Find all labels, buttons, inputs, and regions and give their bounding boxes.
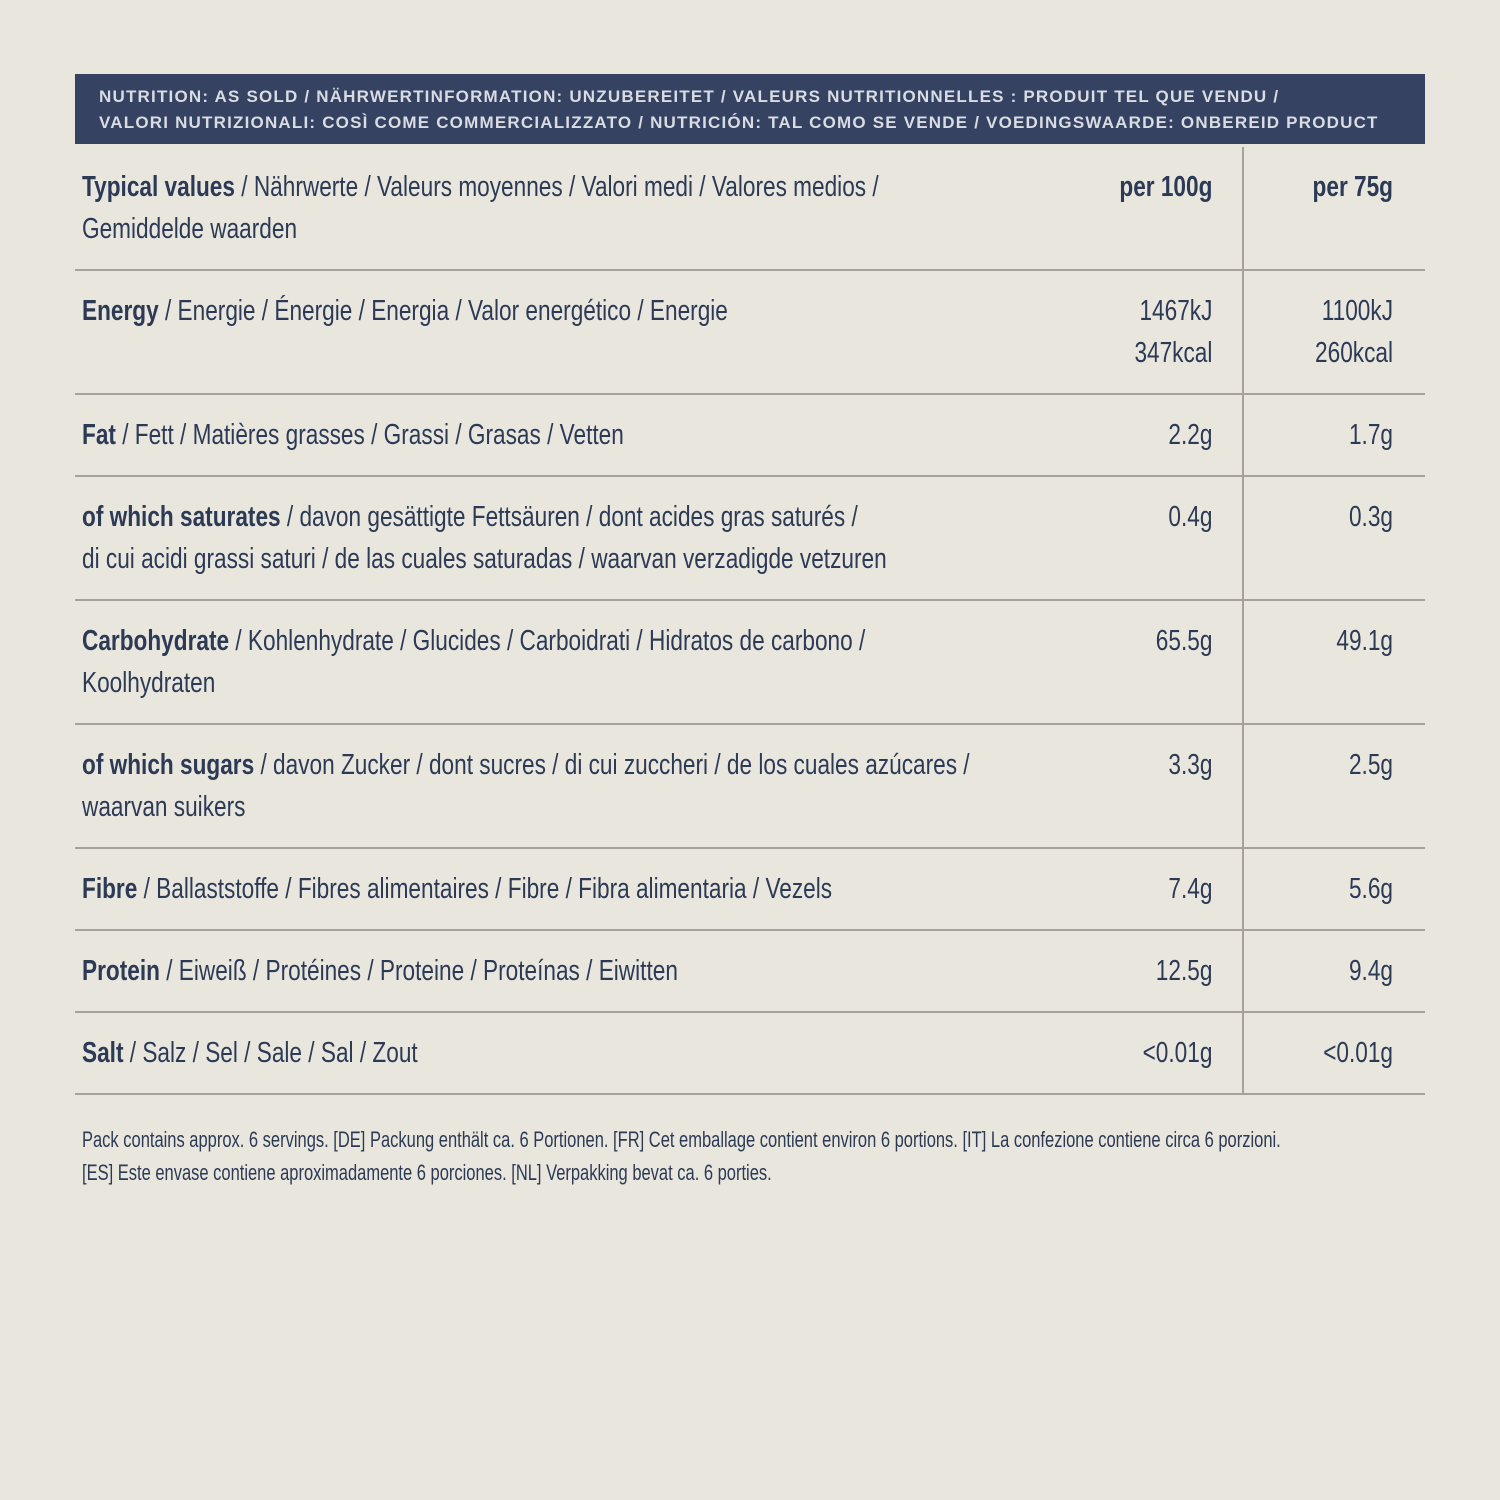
nutrition-banner: NUTRITION: AS SOLD / NÄHRWERTINFORMATION… [75,74,1425,144]
value-per-100g: 1467kJ 347kcal [1134,295,1212,369]
value-per-100g: 12.5g [1155,955,1212,987]
value-per-75g: 9.4g [1242,931,1425,1011]
table-row-protein: Protein / Eiweiß / Protéines / Proteine … [75,931,1425,1013]
value-per-100g: 7.4g [1167,873,1212,905]
value-per-75g: <0.01g [1242,1013,1425,1093]
row-label: Carbohydrate / Kohlenhydrate / Glucides … [82,625,866,699]
table-row-sugars: of which sugars / davon Zucker / dont su… [75,725,1425,849]
table-row-salt: Salt / Salz / Sel / Sale / Sal / Zout <0… [75,1013,1425,1095]
row-label: of which sugars / davon Zucker / dont su… [82,749,970,823]
row-label: Protein / Eiweiß / Protéines / Proteine … [82,955,678,987]
servings-note-line-1: Pack contains approx. 6 servings. [DE] P… [82,1127,1281,1152]
table-header-row: Typical values / Nährwerte / Valeurs moy… [75,147,1425,271]
row-label: Fat / Fett / Matières grasses / Grassi /… [82,419,624,451]
column-header-per-75g: per 75g [1242,147,1425,269]
servings-note-line-2: [ES] Este envase contiene aproximadament… [82,1160,772,1185]
value-per-75g: 1.7g [1242,395,1425,475]
value-per-75g: 1100kJ 260kcal [1242,271,1425,393]
header-label-bold: Typical values [82,171,235,203]
column-header-per-100g: per 100g [1118,171,1212,203]
value-per-100g: 2.2g [1167,419,1212,451]
table-row-fibre: Fibre / Ballaststoffe / Fibres alimentai… [75,849,1425,931]
table-row-saturates: of which saturates / davon gesättigte Fe… [75,477,1425,601]
table-row-fat: Fat / Fett / Matières grasses / Grassi /… [75,395,1425,477]
row-label: Energy / Energie / Énergie / Energia / V… [82,295,728,327]
nutrition-table: Typical values / Nährwerte / Valeurs moy… [75,147,1425,1095]
value-per-100g: 3.3g [1167,749,1212,781]
value-per-100g: 65.5g [1155,625,1212,657]
row-label: Salt / Salz / Sel / Sale / Sal / Zout [82,1037,418,1069]
header-row-label: Typical values / Nährwerte / Valeurs moy… [75,147,1097,269]
value-per-75g: 0.3g [1242,477,1425,599]
value-per-75g: 5.6g [1242,849,1425,929]
row-label: of which saturates / davon gesättigte Fe… [82,501,887,575]
nutrition-panel: NUTRITION: AS SOLD / NÄHRWERTINFORMATION… [75,74,1425,1189]
value-per-100g: 0.4g [1167,501,1212,533]
value-per-75g: 2.5g [1242,725,1425,847]
row-label: Fibre / Ballaststoffe / Fibres alimentai… [82,873,833,905]
table-row-energy: Energy / Energie / Énergie / Energia / V… [75,271,1425,395]
value-per-75g: 49.1g [1242,601,1425,723]
value-per-100g: <0.01g [1142,1037,1212,1069]
servings-note: Pack contains approx. 6 servings. [DE] P… [75,1123,1425,1189]
banner-line-1: NUTRITION: AS SOLD / NÄHRWERTINFORMATION… [99,87,1280,106]
header-label-rest: / Nährwerte / Valeurs moyennes / Valori … [234,171,879,203]
table-row-carbohydrate: Carbohydrate / Kohlenhydrate / Glucides … [75,601,1425,725]
banner-line-2: VALORI NUTRIZIONALI: COSÌ COME COMMERCIA… [99,113,1379,132]
header-label-line2: Gemiddelde waarden [82,213,298,245]
